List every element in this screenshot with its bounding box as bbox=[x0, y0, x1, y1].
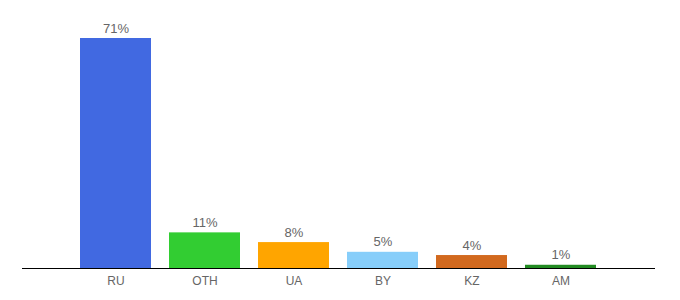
svg-text:1%: 1% bbox=[552, 247, 571, 262]
svg-text:8%: 8% bbox=[285, 225, 304, 240]
svg-text:4%: 4% bbox=[463, 238, 482, 253]
svg-text:AM: AM bbox=[552, 274, 570, 288]
svg-text:11%: 11% bbox=[192, 215, 217, 230]
svg-text:BY: BY bbox=[375, 274, 391, 288]
svg-text:UA: UA bbox=[286, 274, 303, 288]
svg-text:5%: 5% bbox=[374, 234, 393, 249]
svg-text:RU: RU bbox=[107, 274, 124, 288]
svg-text:71%: 71% bbox=[103, 21, 129, 36]
svg-text:OTH: OTH bbox=[192, 274, 217, 288]
svg-text:KZ: KZ bbox=[464, 274, 479, 288]
